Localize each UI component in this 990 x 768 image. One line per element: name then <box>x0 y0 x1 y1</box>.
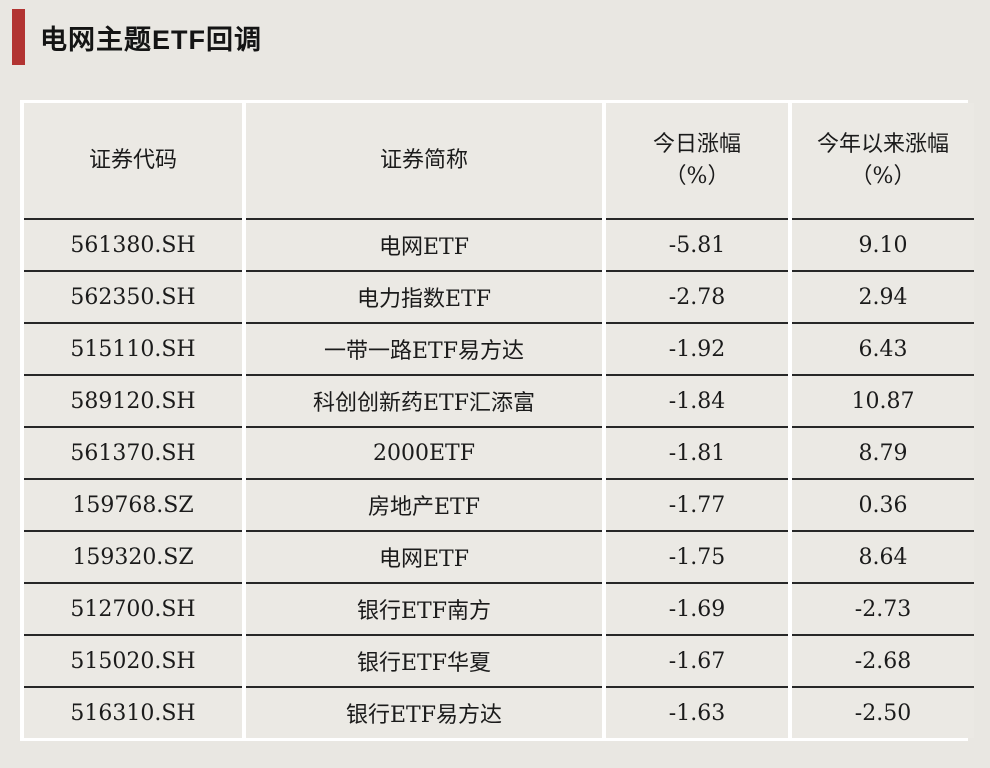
cell-code: 512700.SH <box>24 582 242 634</box>
cell-today: -1.92 <box>606 322 788 374</box>
cell-code: 159768.SZ <box>24 478 242 530</box>
column-header-today-label: 今日涨幅 <box>652 131 741 157</box>
table-row: 589120.SH 科创创新药ETF汇添富 -1.84 10.87 <box>24 374 974 426</box>
column-header-today-unit: （%） <box>664 163 730 189</box>
cell-ytd: 8.79 <box>792 426 974 478</box>
table-row: 516310.SH 银行ETF易方达 -1.63 -2.50 <box>24 686 974 738</box>
cell-today: -1.81 <box>606 426 788 478</box>
column-header-today-change: 今日涨幅 （%） <box>606 103 788 218</box>
cell-name: 银行ETF南方 <box>246 582 602 634</box>
cell-code: 516310.SH <box>24 686 242 738</box>
etf-table: 证券代码 证券简称 今日涨幅 （%） 今年以来涨幅 （%） 561380.SH 电… <box>20 103 978 738</box>
cell-name: 电力指数ETF <box>246 270 602 322</box>
cell-name: 银行ETF易方达 <box>246 686 602 738</box>
table-header: 证券代码 证券简称 今日涨幅 （%） 今年以来涨幅 （%） <box>24 103 974 218</box>
column-header-ytd-change: 今年以来涨幅 （%） <box>792 103 974 218</box>
cell-ytd: 0.36 <box>792 478 974 530</box>
column-header-code-label: 证券代码 <box>88 147 177 173</box>
cell-today: -1.84 <box>606 374 788 426</box>
table-row: 561370.SH 2000ETF -1.81 8.79 <box>24 426 974 478</box>
page-title: 电网主题ETF回调 <box>40 24 262 55</box>
cell-code: 159320.SZ <box>24 530 242 582</box>
column-header-ytd-label: 今年以来涨幅 <box>816 131 949 157</box>
cell-code: 589120.SH <box>24 374 242 426</box>
table-row: 512700.SH 银行ETF南方 -1.69 -2.73 <box>24 582 974 634</box>
cell-code: 515110.SH <box>24 322 242 374</box>
cell-today: -1.69 <box>606 582 788 634</box>
cell-ytd: 10.87 <box>792 374 974 426</box>
cell-today: -2.78 <box>606 270 788 322</box>
column-header-name-label: 证券简称 <box>379 147 468 173</box>
cell-ytd: -2.50 <box>792 686 974 738</box>
cell-name: 一带一路ETF易方达 <box>246 322 602 374</box>
cell-name: 电网ETF <box>246 218 602 270</box>
cell-name: 银行ETF华夏 <box>246 634 602 686</box>
column-header-name: 证券简称 <box>246 103 602 218</box>
title-accent-bar <box>12 9 25 65</box>
table-row: 515020.SH 银行ETF华夏 -1.67 -2.68 <box>24 634 974 686</box>
column-header-code: 证券代码 <box>24 103 242 218</box>
table-row: 562350.SH 电力指数ETF -2.78 2.94 <box>24 270 974 322</box>
cell-ytd: 8.64 <box>792 530 974 582</box>
cell-today: -5.81 <box>606 218 788 270</box>
etf-table-container: 证券代码 证券简称 今日涨幅 （%） 今年以来涨幅 （%） 561380.SH 电… <box>20 100 974 741</box>
cell-today: -1.77 <box>606 478 788 530</box>
cell-ytd: -2.73 <box>792 582 974 634</box>
header-row: 证券代码 证券简称 今日涨幅 （%） 今年以来涨幅 （%） <box>24 103 974 218</box>
cell-code: 515020.SH <box>24 634 242 686</box>
cell-ytd: -2.68 <box>792 634 974 686</box>
title-section: 电网主题ETF回调 <box>12 9 262 65</box>
cell-name: 房地产ETF <box>246 478 602 530</box>
table-row: 159320.SZ 电网ETF -1.75 8.64 <box>24 530 974 582</box>
cell-ytd: 6.43 <box>792 322 974 374</box>
cell-today: -1.67 <box>606 634 788 686</box>
table-row: 561380.SH 电网ETF -5.81 9.10 <box>24 218 974 270</box>
cell-name: 电网ETF <box>246 530 602 582</box>
cell-today: -1.75 <box>606 530 788 582</box>
cell-name: 2000ETF <box>246 426 602 478</box>
cell-ytd: 2.94 <box>792 270 974 322</box>
cell-code: 561370.SH <box>24 426 242 478</box>
cell-name: 科创创新药ETF汇添富 <box>246 374 602 426</box>
cell-today: -1.63 <box>606 686 788 738</box>
cell-code: 562350.SH <box>24 270 242 322</box>
table-row: 159768.SZ 房地产ETF -1.77 0.36 <box>24 478 974 530</box>
table-row: 515110.SH 一带一路ETF易方达 -1.92 6.43 <box>24 322 974 374</box>
cell-ytd: 9.10 <box>792 218 974 270</box>
column-header-ytd-unit: （%） <box>850 163 916 189</box>
table-body: 561380.SH 电网ETF -5.81 9.10 562350.SH 电力指数ETF -… <box>24 218 974 738</box>
cell-code: 561380.SH <box>24 218 242 270</box>
